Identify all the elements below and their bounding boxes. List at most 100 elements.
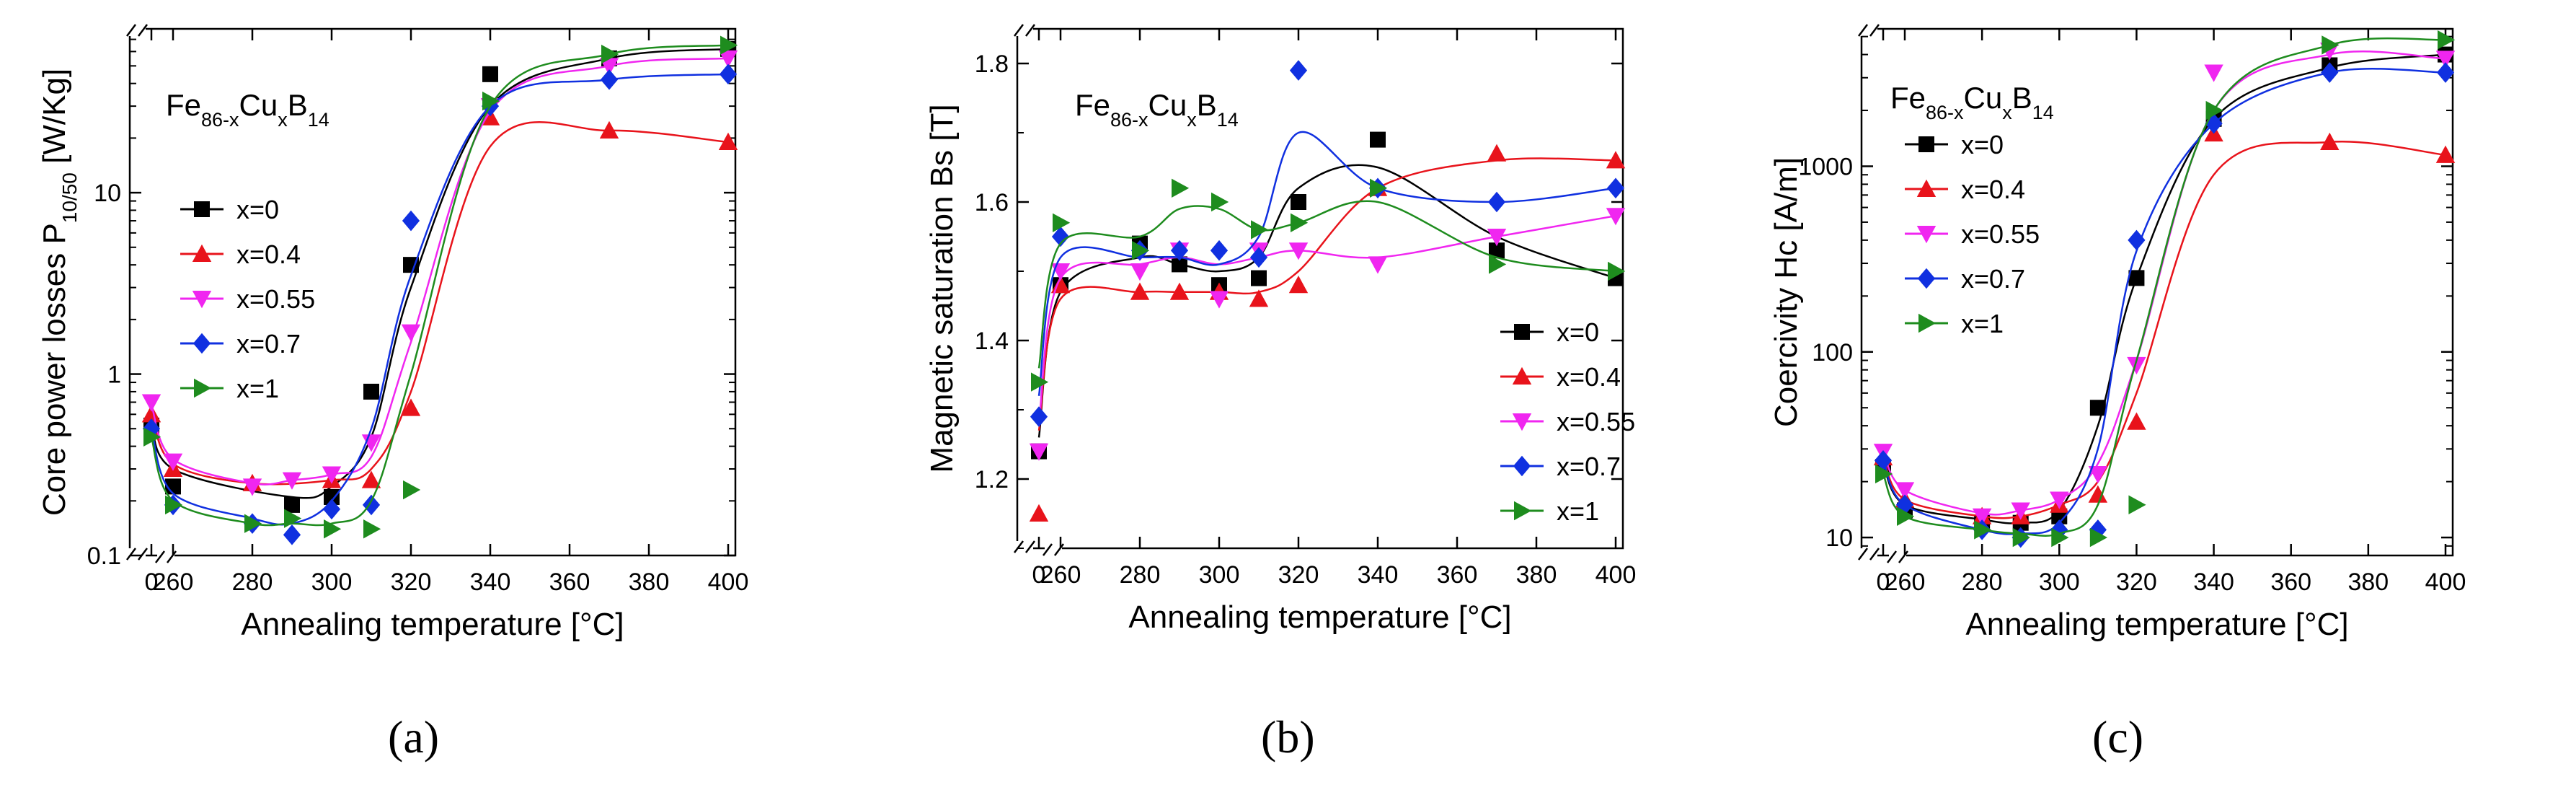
data-point: [601, 44, 619, 64]
data-point: [1251, 220, 1269, 240]
data-point: [283, 524, 301, 545]
caption-a: (a): [388, 711, 440, 763]
y-tick-label: 10: [94, 180, 121, 207]
x-tick-label: 380: [2347, 568, 2389, 596]
legend-marker: [1512, 413, 1532, 431]
data-point: [402, 210, 420, 232]
data-point: [284, 509, 302, 528]
data-point: [1030, 406, 1048, 427]
data-point: [1288, 242, 1309, 260]
x-tick-label: 280: [1962, 568, 2003, 596]
series-x=0: [1031, 131, 1624, 460]
data-point: [2322, 35, 2340, 55]
series-x=0.7: [142, 63, 738, 545]
series-line: [1882, 68, 2446, 535]
x-axis-title: Annealing temperature [°C]: [1965, 607, 2348, 642]
axis-break-marks: [126, 24, 177, 563]
x-tick-label: 340: [1358, 561, 1399, 589]
data-point: [718, 132, 738, 150]
y-tick-label: 10: [1825, 524, 1853, 552]
data-point: [1210, 240, 1229, 261]
data-point: [2051, 527, 2069, 548]
data-point: [2321, 62, 2339, 83]
data-point: [2050, 491, 2069, 509]
data-point: [480, 107, 500, 126]
data-point: [1130, 282, 1150, 300]
data-point: [244, 514, 262, 533]
y-axis-title: Coercivity Hc [A/m]: [1769, 157, 1804, 427]
data-point: [284, 496, 300, 513]
series-x=0.4: [141, 107, 738, 491]
x-tick-label: 280: [1120, 561, 1161, 589]
chart-panel-b: 1.2 1.4 1.6 1.8 0 260 280 300 320 340 360 380 400 Ann…: [859, 0, 1717, 795]
data-point: [1291, 194, 1306, 210]
x-tick-label: 360: [549, 568, 590, 596]
legend-label: x=0: [236, 195, 279, 224]
series-line: [1037, 200, 1616, 369]
legend-label: x=0: [1557, 317, 1599, 347]
data-point: [1288, 276, 1309, 294]
data-point: [1211, 192, 1229, 212]
x-tick-label: 280: [232, 568, 273, 596]
legend-marker: [1512, 366, 1532, 385]
series-line: [1037, 131, 1616, 396]
legend-label: x=0.7: [1557, 452, 1621, 481]
data-point: [2128, 270, 2145, 286]
legend-label: x=1: [1961, 309, 2004, 338]
series-line: [150, 57, 729, 486]
series-line: [1037, 214, 1616, 424]
data-point: [2088, 465, 2108, 484]
series-line: [1882, 37, 2446, 537]
data-point: [361, 434, 381, 452]
legend-marker: [192, 291, 212, 309]
composition-formula: Fe86-xCuxB14: [1890, 81, 2054, 123]
data-point: [361, 470, 381, 488]
legend-marker: [1514, 324, 1530, 340]
series-x=1: [1875, 30, 2456, 548]
data-point: [1172, 256, 1187, 273]
data-point: [1291, 213, 1309, 232]
plot-frame: [128, 27, 737, 557]
data-point: [1874, 449, 1893, 471]
series-x=0.55: [1873, 43, 2456, 526]
legend-marker: [1916, 226, 1937, 244]
series-line: [150, 121, 729, 486]
legend-marker: [194, 378, 212, 398]
legend-label: x=0.55: [236, 284, 315, 314]
x-axis-title: Annealing temperature [°C]: [1128, 599, 1511, 635]
series-line: [1037, 157, 1616, 431]
data-point: [1132, 241, 1150, 260]
data-point: [1487, 191, 1506, 213]
x-tick-label: 380: [629, 568, 670, 596]
data-point: [1209, 291, 1229, 309]
data-point: [141, 394, 161, 412]
data-point: [242, 478, 262, 496]
data-point: [1251, 270, 1267, 286]
legend-marker: [1917, 268, 1936, 289]
data-point: [322, 498, 341, 520]
data-point: [1875, 464, 1893, 484]
data-point: [401, 324, 421, 342]
legend-label: x=0.7: [236, 329, 301, 359]
x-tick-label: 400: [1595, 561, 1637, 589]
data-point: [2128, 495, 2146, 514]
data-point: [2012, 527, 2030, 548]
legend-label: x=0.4: [1557, 362, 1621, 392]
data-point: [324, 519, 342, 539]
x-tick-label: 320: [2116, 568, 2157, 596]
y-tick-label: 1: [107, 361, 121, 389]
data-point: [1368, 256, 1388, 274]
data-point: [362, 494, 381, 516]
y-tick-label: 1.6: [975, 189, 1009, 216]
y-tick-label: 100: [1812, 339, 1853, 366]
data-point: [1370, 178, 1388, 198]
data-point: [1489, 242, 1505, 259]
y-tick-label: 0.1: [87, 543, 121, 570]
data-point: [1370, 131, 1386, 148]
data-point: [1606, 151, 1626, 169]
data-point: [363, 383, 379, 400]
data-point: [1606, 208, 1626, 226]
